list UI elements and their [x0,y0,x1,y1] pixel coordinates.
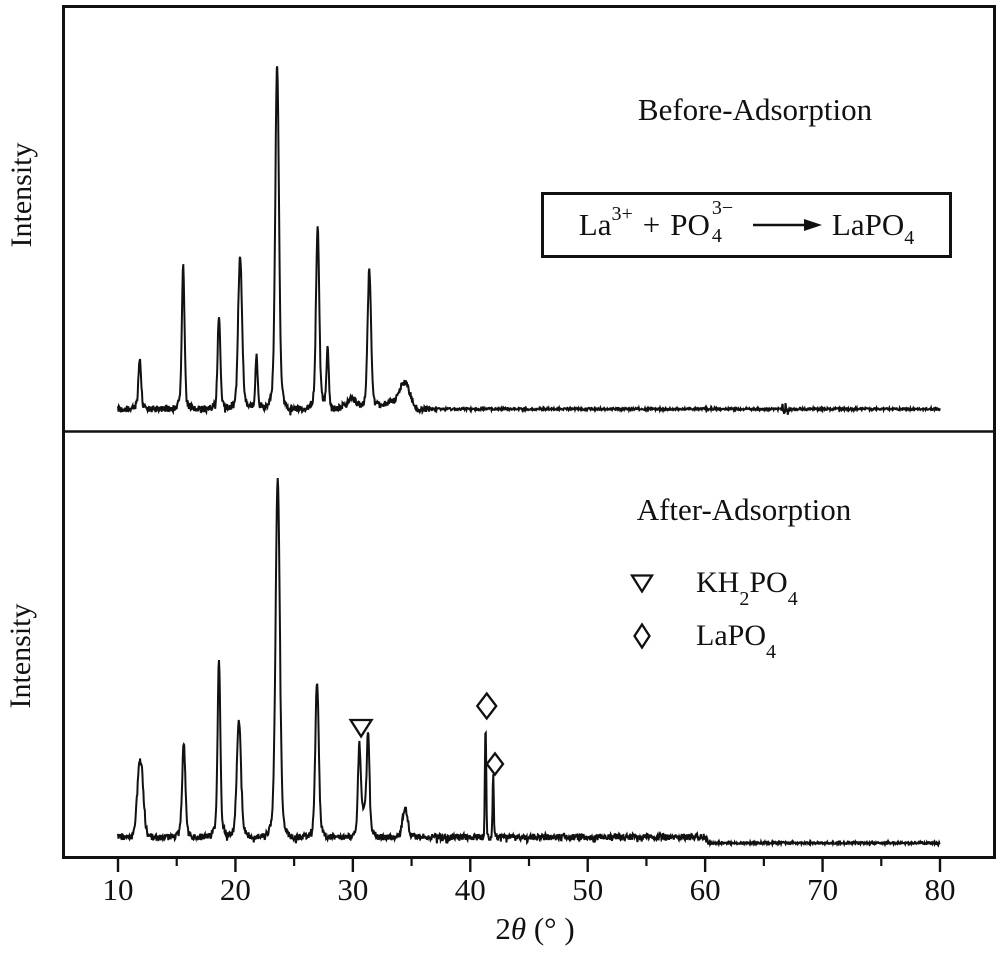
x-tick-label-20: 20 [219,872,251,907]
triangle-down-icon [630,574,654,594]
equation-la-charge: 3+ [611,202,633,225]
x-tick-label-50: 50 [572,872,604,907]
panel-title-after: After-Adsorption [636,492,852,527]
equation-plus: + [642,207,661,242]
x-axis-ticks [116,858,942,872]
y-axis-label-top: Intensity [5,142,38,248]
peak-markers [348,691,505,777]
legend-item-lapo4: LaPO4 [630,614,776,663]
x-tick-label-40: 40 [454,872,486,907]
equation-po-subsup: 3− 4 [710,198,738,246]
diamond-marker [485,751,505,777]
reaction-arrow-icon [752,219,822,231]
x-axis-label: 2θ (° ) [495,911,575,946]
plot-frame [62,5,996,859]
legend-item-kh2po4: KH2PO4 [630,561,798,610]
diamond-marker [475,691,498,721]
equation-po-charge: 3− [711,197,734,219]
equation-product: LaPO [831,207,905,242]
x-tick-label-80: 80 [924,872,956,907]
x-tick-label-30: 30 [337,872,369,907]
equation-product-count: 4 [904,226,915,249]
diamond-icon [633,622,651,650]
legend-label-lapo4: LaPO4 [696,619,776,663]
trace-before-adsorption [117,66,941,416]
equation-po: PO [670,207,710,242]
equation-la: La [578,207,612,242]
reaction-equation-box: La 3+ + PO 3− 4 LaPO 4 [541,192,952,258]
triangle-down-marker [348,718,374,739]
x-tick-label-70: 70 [807,872,839,907]
y-axis-label-bottom: Intensity [4,603,37,709]
trace-after-adsorption [117,478,941,848]
x-tick-label-60: 60 [689,872,721,907]
x-tick-label-10: 10 [102,872,134,907]
legend-label-kh2po4: KH2PO4 [696,566,798,610]
equation-po-count: 4 [711,225,722,247]
panel-title-before: Before-Adsorption [637,92,873,127]
